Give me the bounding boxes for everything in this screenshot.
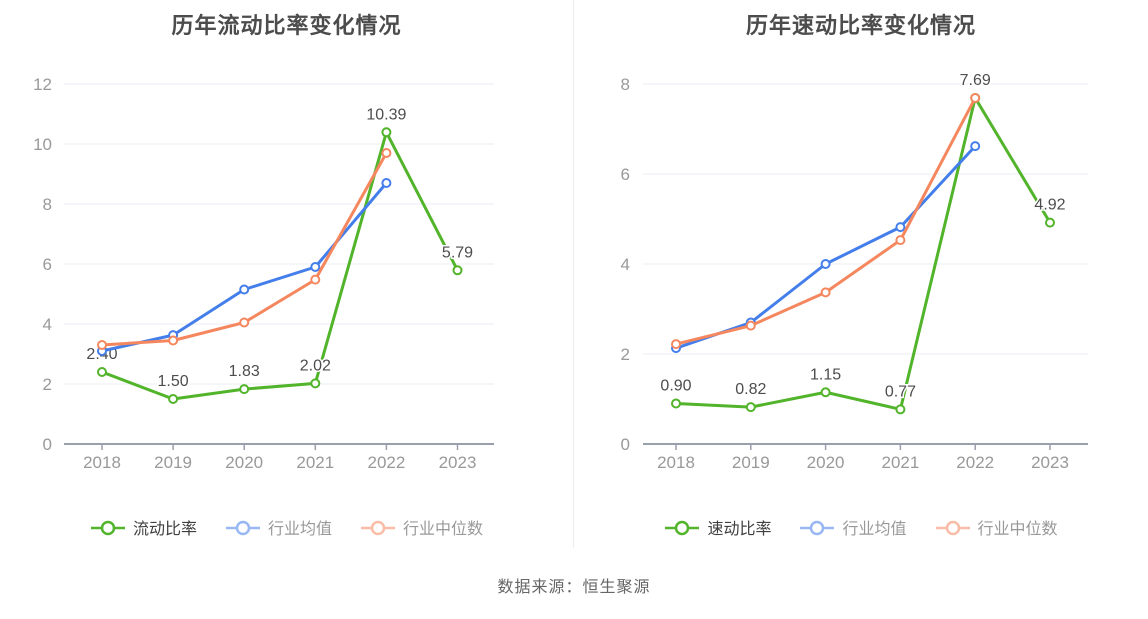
svg-text:0: 0 [621, 435, 630, 454]
line-marker-icon [799, 520, 835, 541]
svg-text:0.82: 0.82 [735, 381, 766, 398]
chart-legend: 流动比率 行业均值 行业中位数 [0, 514, 573, 546]
legend-item-label: 行业中位数 [403, 521, 484, 538]
svg-text:7.69: 7.69 [960, 72, 991, 89]
line-marker-icon [935, 520, 971, 541]
svg-text:2022: 2022 [956, 453, 994, 472]
chart-title: 历年速动比率变化情况 [745, 13, 976, 38]
svg-text:2022: 2022 [367, 453, 405, 472]
svg-text:1.83: 1.83 [229, 363, 260, 380]
svg-text:2019: 2019 [154, 453, 192, 472]
svg-text:2021: 2021 [881, 453, 919, 472]
svg-text:10: 10 [33, 135, 52, 154]
svg-text:2021: 2021 [296, 453, 334, 472]
svg-text:2020: 2020 [225, 453, 263, 472]
line-marker-icon [360, 520, 396, 541]
legend-item-label: 行业均值 [267, 521, 332, 538]
quick-ratio-line-chart: 0 2 4 6 8 2018 2019 2020 2021 2022 2023 0.90 0.82 1.1… [621, 70, 1088, 472]
svg-text:1.15: 1.15 [810, 366, 841, 383]
svg-text:10.39: 10.39 [366, 106, 406, 123]
svg-text:2023: 2023 [439, 453, 477, 472]
svg-text:2020: 2020 [807, 453, 845, 472]
quick-ratio-chart-panel: 历年速动比率变化情况 0 2 4 6 8 2018 2019 2020 2021 2022 2023… [574, 0, 1148, 548]
legend-item-label: 流动比率 [132, 521, 197, 538]
legend-item-current-ratio[interactable]: 流动比率 [90, 520, 197, 541]
svg-text:6: 6 [43, 255, 52, 274]
legend-item-label: 速动比率 [707, 521, 772, 538]
chart-title: 历年流动比率变化情况 [171, 13, 402, 38]
svg-text:2018: 2018 [657, 453, 695, 472]
svg-text:2019: 2019 [732, 453, 770, 472]
svg-text:4: 4 [43, 315, 52, 334]
svg-text:2: 2 [621, 345, 630, 364]
current-ratio-line-chart: 0246810122018201920202021202220232.401.5… [33, 75, 494, 472]
legend-item-industry-mean[interactable]: 行业均值 [225, 520, 332, 541]
svg-text:2018: 2018 [83, 453, 121, 472]
svg-text:5.79: 5.79 [442, 244, 473, 261]
legend-item-industry-mean[interactable]: 行业均值 [799, 520, 907, 541]
svg-text:1.50: 1.50 [158, 373, 189, 390]
current-ratio-chart-panel: 历年流动比率变化情况 0 2 4 6 8 10 12 2018 2019 2020 2021 2022… [0, 0, 574, 548]
svg-text:8: 8 [621, 75, 630, 94]
svg-text:2: 2 [43, 375, 52, 394]
charts-row: 历年流动比率变化情况 0 2 4 6 8 10 12 2018 2019 2020 2021 2022… [0, 0, 1148, 548]
legend-item-label: 行业中位数 [977, 521, 1058, 538]
legend-item-label: 行业均值 [842, 521, 907, 538]
line-marker-icon [664, 520, 700, 541]
svg-text:0: 0 [43, 435, 52, 454]
svg-text:2023: 2023 [1031, 453, 1069, 472]
svg-text:8: 8 [43, 195, 52, 214]
svg-text:6: 6 [621, 165, 630, 184]
legend-item-industry-median[interactable]: 行业中位数 [360, 520, 483, 541]
svg-text:0.77: 0.77 [885, 383, 916, 400]
line-marker-icon [225, 520, 261, 541]
legend-item-industry-median[interactable]: 行业中位数 [935, 520, 1058, 541]
svg-text:4.92: 4.92 [1034, 197, 1065, 214]
svg-text:2.02: 2.02 [300, 357, 331, 374]
line-marker-icon [90, 520, 126, 541]
data-source-note: 数据来源：恒生聚源 [497, 579, 651, 596]
chart-legend: 速动比率 行业均值 行业中位数 [574, 514, 1148, 546]
svg-text:0.90: 0.90 [660, 378, 691, 395]
svg-text:4: 4 [621, 255, 630, 274]
legend-item-quick-ratio[interactable]: 速动比率 [664, 520, 771, 541]
svg-text:12: 12 [33, 75, 52, 94]
